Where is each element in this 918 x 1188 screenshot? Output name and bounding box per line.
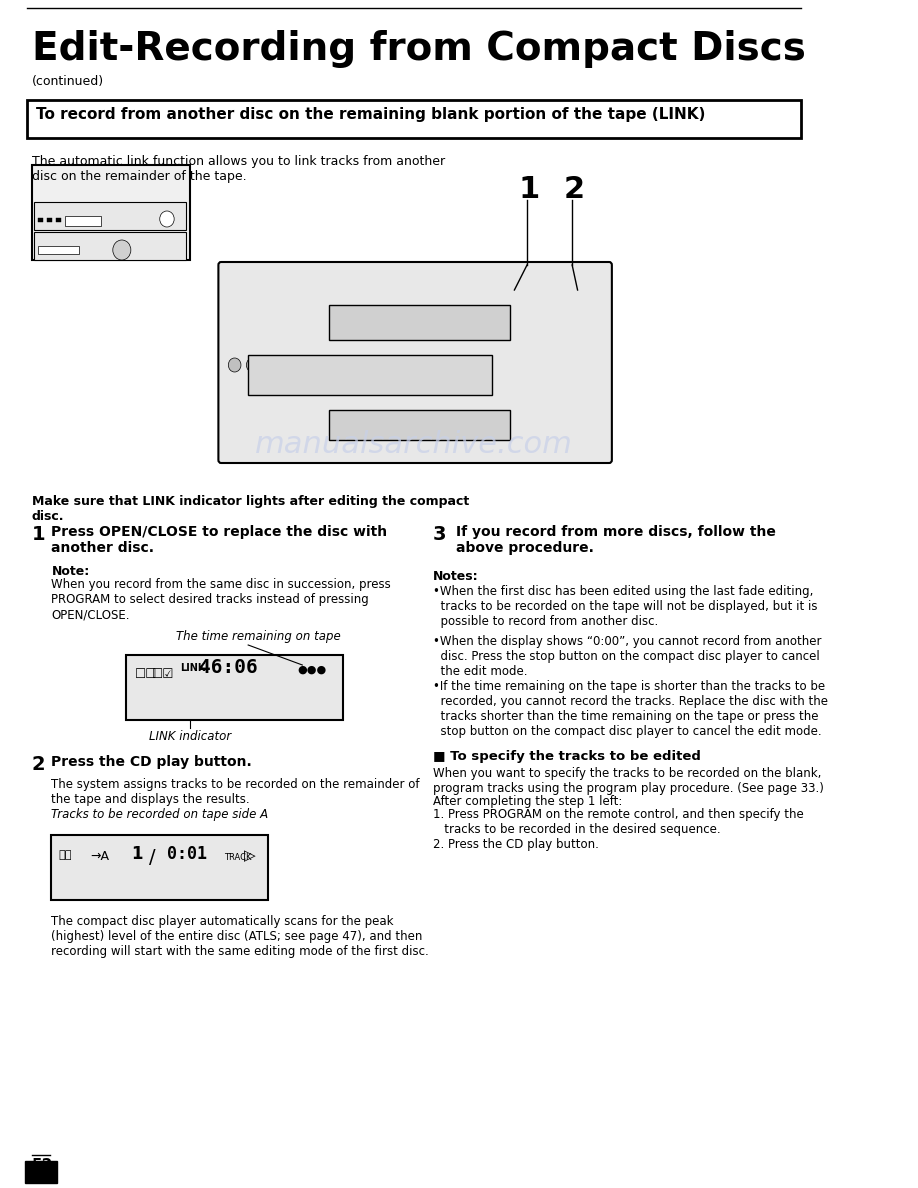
Text: •When the first disc has been edited using the last fade editing,
  tracks to be: •When the first disc has been edited usi… [433, 584, 818, 628]
Text: 1. Press PROGRAM on the remote control, and then specify the
   tracks to be rec: 1. Press PROGRAM on the remote control, … [433, 808, 804, 851]
Bar [330, 410, 509, 440]
Text: Tracks to be recorded on tape side A: Tracks to be recorded on tape side A [51, 808, 269, 821]
Text: Edit-Recording from Compact Discs: Edit-Recording from Compact Discs [31, 30, 805, 68]
Text: •If the time remaining on the tape is shorter than the tracks to be
  recorded, : •If the time remaining on the tape is sh… [433, 680, 828, 738]
Text: Press OPEN/CLOSE to replace the disc with
another disc.: Press OPEN/CLOSE to replace the disc wit… [51, 525, 387, 555]
Text: 1: 1 [519, 175, 540, 204]
Text: /: / [149, 848, 155, 867]
Text: 3: 3 [433, 525, 447, 544]
Text: LINK indicator: LINK indicator [149, 729, 231, 742]
Circle shape [113, 240, 131, 260]
Text: 0:01: 0:01 [167, 845, 207, 862]
Text: 1: 1 [131, 845, 142, 862]
Text: Press the CD play button.: Press the CD play button. [51, 756, 252, 769]
Text: When you record from the same disc in succession, press
PROGRAM to select desire: When you record from the same disc in su… [51, 579, 391, 621]
Text: ☐☑: ☐☑ [151, 668, 174, 681]
Circle shape [246, 358, 259, 372]
Bar [248, 355, 492, 394]
Text: When you want to specify the tracks to be recorded on the blank,
program tracks : When you want to specify the tracks to b… [433, 767, 824, 795]
Circle shape [264, 358, 277, 372]
Text: To record from another disc on the remaining blank portion of the tape (LINK): To record from another disc on the remai… [36, 107, 705, 122]
Text: The compact disc player automatically scans for the peak
(highest) level of the : The compact disc player automatically sc… [51, 915, 430, 958]
Text: ☐☐: ☐☐ [135, 668, 158, 681]
Circle shape [229, 358, 241, 372]
Bar [31, 165, 189, 260]
Text: Make sure that LINK indicator lights after editing the compact
disc.: Make sure that LINK indicator lights aft… [31, 495, 469, 523]
Text: TRACK: TRACK [224, 853, 252, 862]
Bar [34, 202, 186, 230]
FancyBboxPatch shape [218, 263, 612, 463]
Text: LINK: LINK [181, 663, 206, 672]
Text: 46:06: 46:06 [198, 658, 257, 677]
Bar [34, 232, 186, 260]
Text: ▷: ▷ [243, 848, 255, 862]
Text: The automatic link function allows you to link tracks from another
disc on the r: The automatic link function allows you t… [31, 154, 444, 183]
Text: manualsarchive.com: manualsarchive.com [255, 430, 573, 459]
Text: 52: 52 [31, 1158, 53, 1173]
Bar [38, 246, 79, 254]
Bar [127, 655, 343, 720]
Text: ☷☷: ☷☷ [59, 849, 73, 860]
Text: Notes:: Notes: [433, 570, 479, 583]
Bar [65, 216, 101, 226]
Text: ■ To specify the tracks to be edited: ■ To specify the tracks to be edited [433, 750, 701, 763]
Text: →A: →A [90, 849, 109, 862]
Text: •When the display shows “0:00”, you cannot record from another
  disc. Press the: •When the display shows “0:00”, you cann… [433, 636, 822, 678]
Text: Note:: Note: [51, 565, 90, 579]
Bar [47, 219, 52, 222]
Text: After completing the step 1 left:: After completing the step 1 left: [433, 795, 622, 808]
Bar [38, 219, 43, 222]
Bar [56, 219, 62, 222]
Text: If you record from more discs, follow the
above procedure.: If you record from more discs, follow th… [455, 525, 776, 555]
Text: The time remaining on tape: The time remaining on tape [176, 630, 341, 643]
Bar [330, 305, 509, 340]
Text: (continued): (continued) [31, 75, 104, 88]
Bar [27, 100, 801, 138]
Text: The system assigns tracks to be recorded on the remainder of
the tape and displa: The system assigns tracks to be recorded… [51, 778, 420, 805]
Text: 2: 2 [31, 756, 45, 775]
Text: ●●●: ●●● [297, 665, 327, 675]
Bar [51, 835, 268, 901]
Circle shape [160, 211, 174, 227]
Bar [26, 1161, 57, 1183]
Text: 1: 1 [31, 525, 45, 544]
Text: 2: 2 [564, 175, 585, 204]
